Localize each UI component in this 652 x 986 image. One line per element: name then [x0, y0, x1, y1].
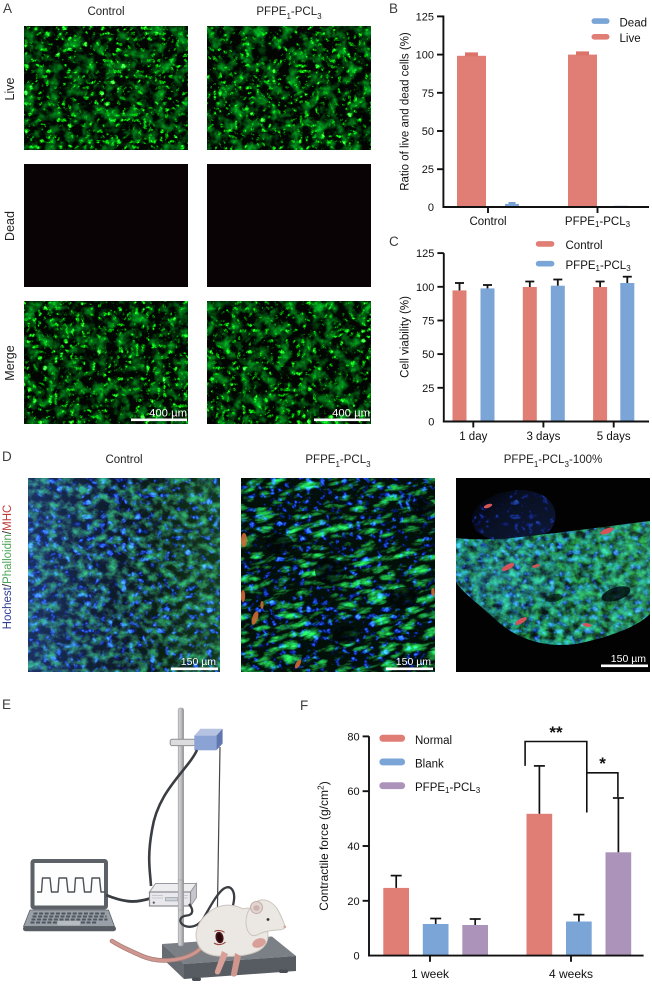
- svg-text:Contractile force (g/cm2): Contractile force (g/cm2): [316, 781, 332, 910]
- svg-text:Control: Control: [469, 216, 506, 228]
- svg-text:100: 100: [416, 50, 434, 62]
- svg-text:5 days: 5 days: [597, 431, 631, 443]
- svg-text:60: 60: [347, 786, 359, 798]
- svg-text:150 µm: 150 µm: [610, 653, 645, 665]
- svg-text:Dead: Dead: [620, 17, 648, 29]
- svg-text:1 week: 1 week: [411, 967, 450, 981]
- svg-text:**: **: [549, 723, 563, 742]
- svg-text:PFPE1-PCL3: PFPE1-PCL3: [566, 260, 632, 273]
- svg-text:*: *: [599, 754, 606, 773]
- svg-text:Control: Control: [566, 240, 603, 252]
- svg-text:20: 20: [347, 896, 359, 908]
- svg-text:125: 125: [416, 248, 434, 260]
- svg-text:PFPE1-PCL3: PFPE1-PCL3: [415, 782, 481, 795]
- svg-text:4 weeks: 4 weeks: [549, 967, 593, 981]
- svg-text:125: 125: [416, 11, 434, 23]
- svg-text:Ratio of live and dead cells (: Ratio of live and dead cells (%): [400, 32, 412, 191]
- svg-text:100: 100: [416, 282, 434, 294]
- svg-text:25: 25: [422, 383, 434, 395]
- svg-text:3 days: 3 days: [526, 431, 560, 443]
- svg-text:Normal: Normal: [415, 735, 452, 747]
- svg-text:0: 0: [353, 951, 359, 963]
- svg-text:400 µm: 400 µm: [149, 408, 187, 420]
- svg-text:Live: Live: [620, 33, 641, 45]
- svg-text:0: 0: [428, 417, 434, 429]
- svg-text:25: 25: [422, 164, 434, 176]
- svg-text:0: 0: [428, 202, 434, 214]
- svg-text:400 µm: 400 µm: [332, 408, 370, 420]
- svg-text:75: 75: [422, 88, 434, 100]
- svg-text:PFPE1-PCL3: PFPE1-PCL3: [565, 216, 631, 229]
- svg-text:150 µm: 150 µm: [396, 656, 431, 668]
- svg-text:1 day: 1 day: [459, 431, 487, 443]
- svg-text:Blank: Blank: [415, 759, 444, 771]
- svg-text:Cell viability (%): Cell viability (%): [400, 296, 412, 378]
- svg-text:150 µm: 150 µm: [181, 656, 216, 668]
- svg-text:50: 50: [422, 349, 434, 361]
- svg-text:40: 40: [347, 841, 359, 853]
- svg-text:80: 80: [347, 731, 359, 743]
- svg-text:75: 75: [422, 316, 434, 328]
- svg-text:50: 50: [422, 126, 434, 138]
